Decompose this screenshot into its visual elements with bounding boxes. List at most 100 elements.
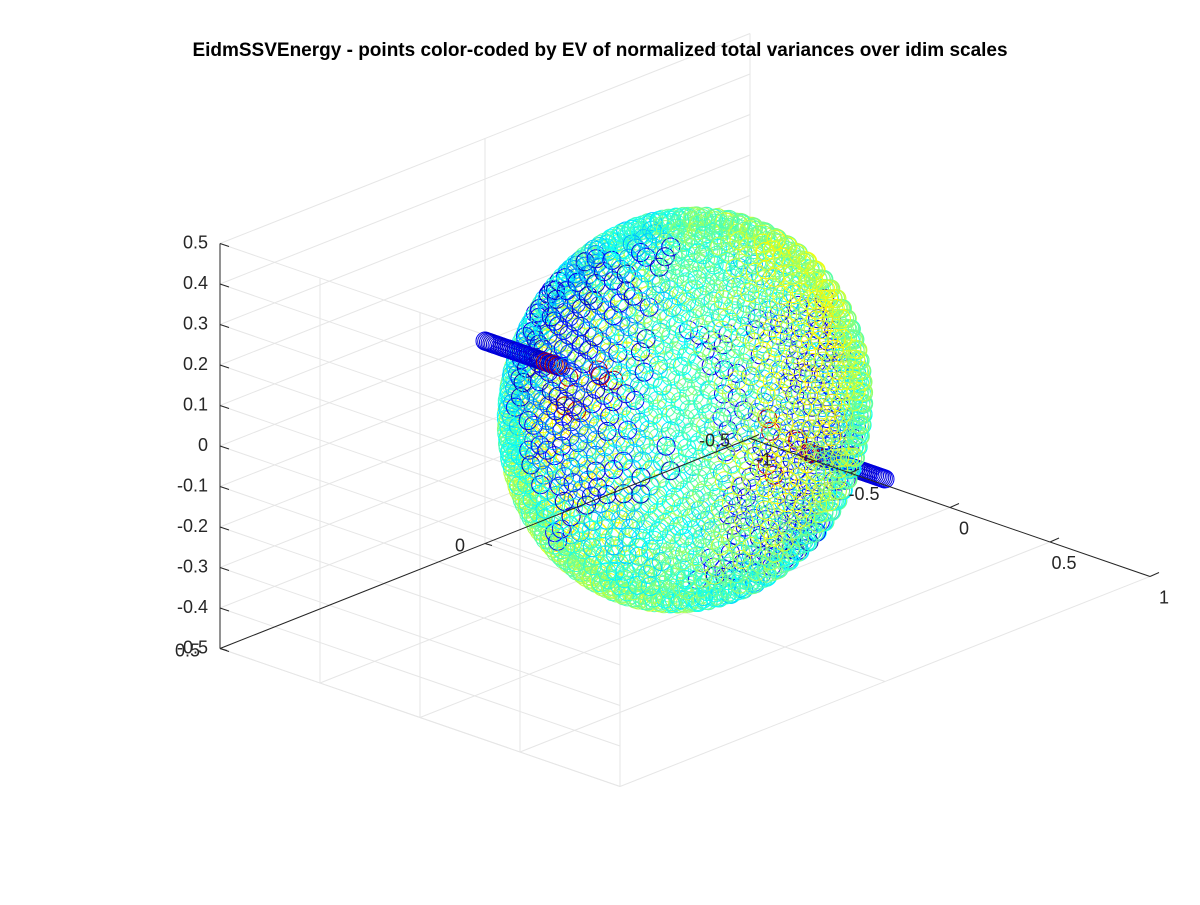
data-point [531,406,551,425]
data-point [629,258,649,278]
data-point [766,496,786,516]
data-point [772,285,792,305]
z-tick-label: -0.3 [177,556,208,576]
data-point [798,364,818,384]
data-point [730,415,750,435]
data-point [837,318,857,338]
data-point [583,511,603,531]
data-point [700,303,720,323]
data-point [830,448,850,468]
data-point [734,498,754,518]
data-point [734,510,754,530]
data-point [643,293,663,313]
data-point [693,568,713,588]
data-point [797,409,817,428]
data-point [529,484,549,504]
grid-line [219,154,751,366]
data-point [775,391,795,411]
data-point [739,345,759,365]
data-point [763,394,783,414]
data-point [534,465,554,485]
data-point [566,542,586,562]
data-point [565,260,585,279]
data-point [578,286,598,306]
data-point [704,417,724,437]
data-point [767,485,787,505]
data-point [623,253,643,273]
z-tick-label: 0 [198,435,208,455]
data-point [618,527,637,547]
data-point [838,458,858,478]
data-point [769,404,789,424]
data-point [832,339,851,359]
data-point [825,339,844,359]
data-point [826,329,846,349]
y-tick [219,648,228,651]
data-point [616,281,636,301]
data-point [845,403,865,423]
y-tick-label: 0.5 [175,640,200,660]
data-point [669,516,689,536]
data-point [757,455,777,475]
data-point [703,477,723,497]
data-point [773,384,793,403]
data-point [671,220,690,240]
data-point [707,585,727,605]
y-tick [484,543,493,546]
data-point [846,425,866,445]
data-point [661,325,681,345]
data-point [781,401,801,421]
data-point [756,558,776,578]
data-point [730,557,750,577]
z-tick [219,526,230,531]
data-point [636,263,656,283]
data-point [704,565,724,585]
data-point [749,524,769,544]
data-point [749,458,769,478]
data-point [836,436,856,456]
data-point [778,439,797,459]
data-point [832,318,852,338]
data-point [814,493,834,513]
data-point [762,417,782,437]
data-point [818,361,838,381]
data-point [531,475,551,495]
z-tick-label: 0.4 [183,273,208,293]
data-point [555,272,575,292]
x-tick-label: 0 [959,518,969,538]
data-point [731,214,751,234]
data-point [683,336,703,356]
data-point [659,210,679,230]
data-point [744,482,764,502]
data-point [744,333,764,352]
data-point [524,430,544,450]
data-point [661,237,681,257]
data-point [584,291,603,310]
data-point [738,529,758,549]
data-point [674,414,694,434]
data-point [833,329,852,348]
data-point [524,415,544,435]
data-point [793,521,812,541]
data-point [723,504,743,524]
data-point [591,278,611,298]
data-point [663,546,683,566]
data-point [652,216,672,236]
data-point [817,405,837,425]
data-point [687,376,706,396]
y-tick-label: 0 [455,535,465,555]
data-point [514,435,533,455]
data-point [841,381,861,401]
data-point [765,463,785,482]
data-point [673,233,692,253]
data-point [782,521,802,541]
data-point [802,397,822,417]
data-point [774,414,794,434]
data-point [822,427,842,447]
data-point [721,493,741,513]
data-point [518,425,538,445]
data-point [525,401,545,421]
data-point [653,452,672,472]
data-point [801,419,821,439]
